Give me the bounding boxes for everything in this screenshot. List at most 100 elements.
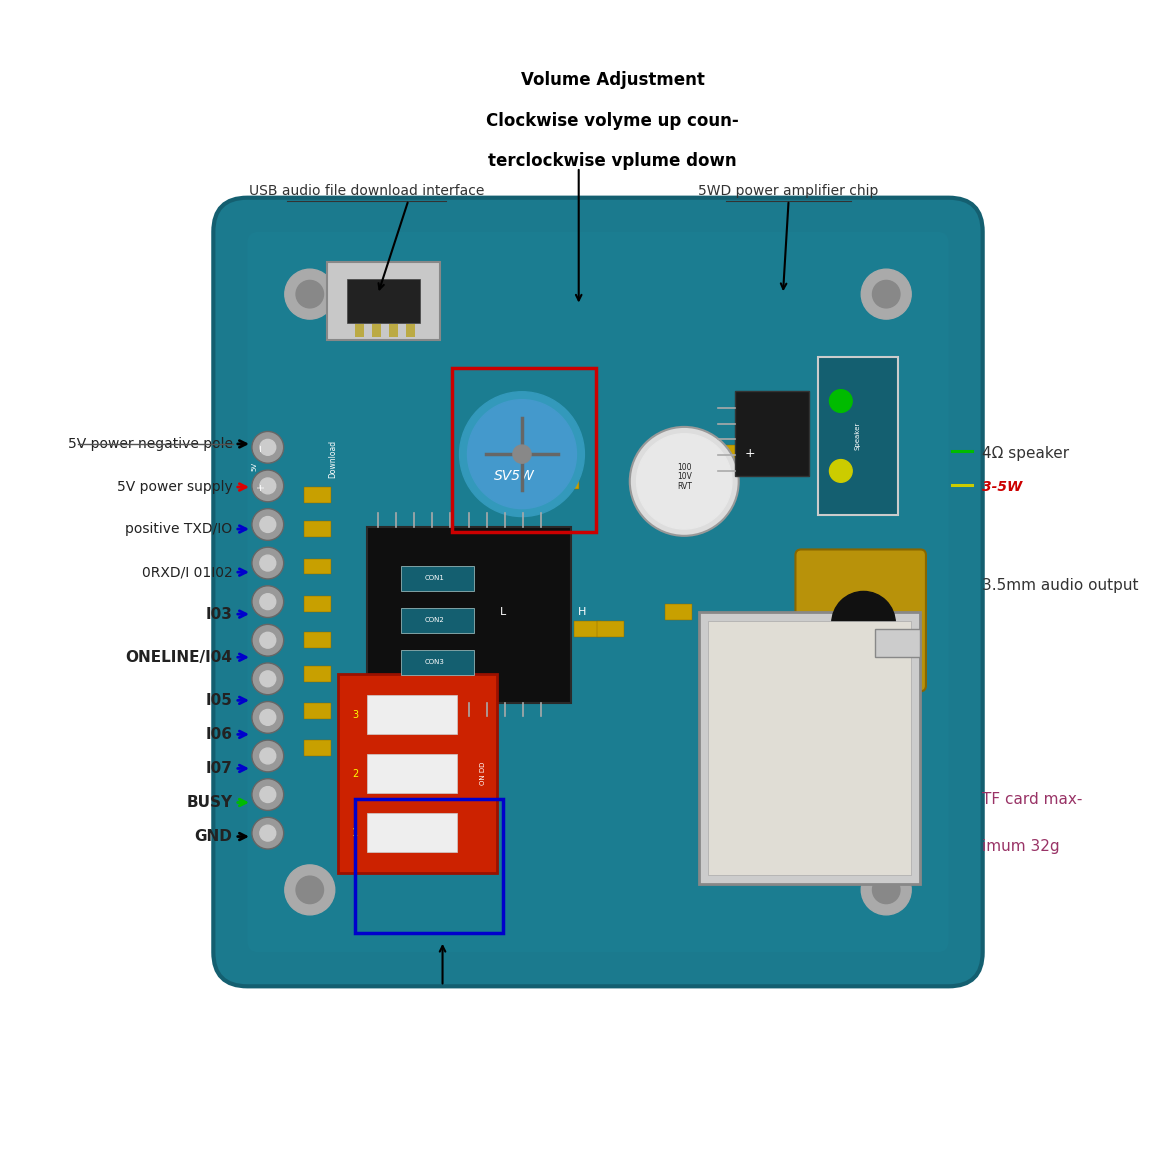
Text: 1: 1 [352,829,358,838]
Circle shape [513,445,531,463]
Circle shape [252,624,284,656]
Text: 4Ω speaker: 4Ω speaker [981,446,1069,461]
Circle shape [260,517,275,532]
Text: +: + [745,447,755,460]
Bar [366,526,571,703]
Bar [745,445,771,461]
Text: Speaker: Speaker [855,421,861,450]
Circle shape [260,440,275,455]
Bar [483,474,511,489]
Bar [400,608,474,634]
Bar [390,323,398,337]
Text: GND: GND [195,829,232,844]
Circle shape [260,748,275,764]
Circle shape [260,787,275,803]
Bar [305,522,331,537]
FancyBboxPatch shape [247,232,949,952]
Text: terclockwise vplume down: terclockwise vplume down [489,153,738,170]
Text: +: + [256,483,266,491]
Circle shape [260,633,275,648]
Bar [438,564,466,580]
Circle shape [252,586,284,617]
Bar [708,621,911,875]
Text: CON1: CON1 [425,575,445,581]
Bar [400,650,474,676]
Circle shape [285,270,335,319]
Bar [372,323,382,337]
Circle shape [296,876,323,903]
Circle shape [460,392,585,517]
Text: I07: I07 [205,761,232,776]
Circle shape [630,427,739,536]
Bar [366,812,457,852]
Bar [305,703,331,719]
Text: Clockwise volyme up coun-: Clockwise volyme up coun- [487,112,739,130]
Text: 3: 3 [352,711,358,720]
Circle shape [260,555,275,571]
Text: ON DD: ON DD [481,762,487,785]
Circle shape [861,865,911,915]
Bar [665,605,692,620]
Text: 3.5mm audio output: 3.5mm audio output [981,579,1138,593]
Text: 5WD power amplifier chip: 5WD power amplifier chip [698,183,879,197]
Text: −: − [256,443,266,452]
Circle shape [260,671,275,686]
Circle shape [252,470,284,502]
Bar [699,612,921,885]
Bar [305,666,331,683]
Circle shape [252,509,284,540]
Bar [305,559,331,574]
Circle shape [252,740,284,771]
Bar [366,694,457,734]
Circle shape [830,460,852,482]
Text: Volume Adjustment: Volume Adjustment [520,71,705,89]
Circle shape [260,710,275,726]
Text: H: H [578,607,586,617]
Text: 0RXD/I 01I02: 0RXD/I 01I02 [142,565,232,579]
Bar [745,621,771,637]
Circle shape [260,478,275,494]
Bar [305,633,331,648]
Text: SV5W: SV5W [494,469,534,483]
Circle shape [873,876,900,903]
Circle shape [252,432,284,463]
Bar [767,621,795,637]
Text: I03: I03 [205,607,232,622]
Text: Download: Download [328,440,337,477]
Circle shape [285,865,335,915]
Text: 5V: 5V [251,462,257,471]
Bar [406,323,415,337]
Bar [721,445,749,461]
Bar [818,357,897,516]
Circle shape [260,594,275,609]
FancyBboxPatch shape [214,197,983,986]
Text: 2: 2 [352,769,358,780]
Circle shape [830,390,852,412]
Circle shape [252,547,284,579]
FancyBboxPatch shape [796,550,925,691]
Bar [355,323,364,337]
Bar [305,487,331,503]
Bar [552,474,579,489]
Bar [596,621,624,637]
Circle shape [468,399,576,509]
Text: 5V power negative pole: 5V power negative pole [68,436,232,450]
Text: BUSY: BUSY [187,795,232,810]
Text: TF card max-: TF card max- [981,791,1082,806]
Circle shape [832,592,895,655]
Circle shape [260,825,275,841]
Circle shape [252,778,284,810]
Text: positive TXD/IO: positive TXD/IO [126,522,232,536]
Text: L: L [499,607,505,617]
Text: USB audio file download interface: USB audio file download interface [249,183,484,197]
Bar [665,513,692,529]
Text: 5V power supply: 5V power supply [117,480,232,494]
Bar [483,564,511,580]
Text: 100
10V
RVT: 100 10V RVT [677,462,692,491]
Text: CON2: CON2 [425,617,445,623]
Bar [327,263,440,340]
Circle shape [296,280,323,308]
Bar [338,675,497,873]
Text: CON3: CON3 [425,659,445,665]
Circle shape [873,280,900,308]
